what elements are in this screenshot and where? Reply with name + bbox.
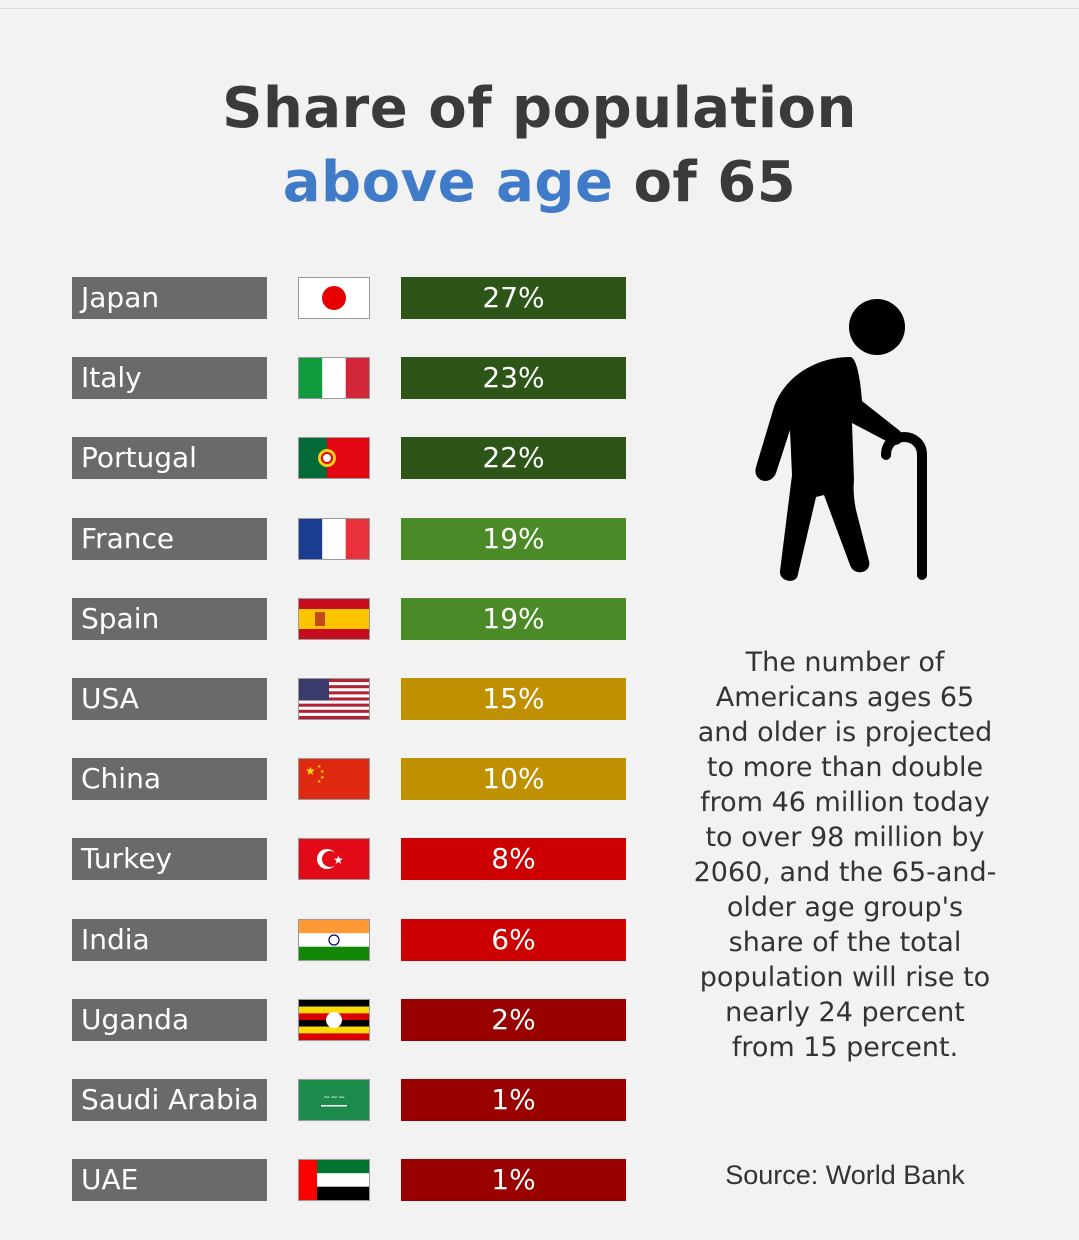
top-divider	[0, 8, 1079, 9]
table-row: China ★ ★ ★ ★ ★ 10%	[0, 758, 700, 800]
table-row: Portugal 22%	[0, 437, 700, 479]
flag-uganda-icon	[298, 999, 370, 1041]
value-bar: 19%	[401, 518, 626, 560]
flag-spain-icon	[298, 598, 370, 640]
chart-title-rest: of 65	[633, 150, 797, 215]
country-name: China	[72, 758, 267, 800]
svg-text:~~~: ~~~	[323, 1093, 346, 1103]
source-text: Source: World Bank	[725, 1160, 965, 1190]
table-row: India 6%	[0, 919, 700, 961]
flag-china-icon: ★ ★ ★ ★ ★	[298, 758, 370, 800]
svg-text:★: ★	[320, 769, 325, 775]
svg-text:★: ★	[320, 775, 325, 781]
flag-saudi-arabia-icon: ~~~	[298, 1079, 370, 1121]
country-name: India	[72, 919, 267, 961]
value-bar: 2%	[401, 999, 626, 1041]
svg-text:★: ★	[333, 853, 344, 867]
country-name: Portugal	[72, 437, 267, 479]
country-name: UAE	[72, 1159, 267, 1201]
elderly-person-with-cane-icon	[755, 299, 927, 581]
svg-text:★: ★	[317, 779, 322, 785]
value-bar: 6%	[401, 919, 626, 961]
table-row: Turkey ★ 8%	[0, 838, 700, 880]
flag-france-icon	[298, 518, 370, 560]
value-bar: 23%	[401, 357, 626, 399]
table-row: Japan 27%	[0, 277, 700, 319]
table-row: UAE 1%	[0, 1159, 700, 1201]
table-row: Uganda 2%	[0, 999, 700, 1041]
value-bar: 22%	[401, 437, 626, 479]
flag-turkey-icon: ★	[298, 838, 370, 880]
chart-title-line2: above age of 65	[0, 150, 1079, 215]
value-bar: 15%	[401, 678, 626, 720]
value-bar: 27%	[401, 277, 626, 319]
flag-uae-icon	[298, 1159, 370, 1201]
flag-usa-icon	[298, 678, 370, 720]
table-row: Saudi Arabia ~~~ 1%	[0, 1079, 700, 1121]
value-bar: 1%	[401, 1159, 626, 1201]
value-bar: 1%	[401, 1079, 626, 1121]
flag-italy-icon	[298, 357, 370, 399]
table-row: Spain 19%	[0, 598, 700, 640]
svg-text:★: ★	[317, 764, 322, 770]
svg-text:★: ★	[305, 764, 316, 778]
description-text: The number of Americans ages 65 and olde…	[693, 647, 997, 1063]
country-name: Spain	[72, 598, 267, 640]
chart-title-highlight: above age	[282, 150, 614, 215]
country-name: France	[72, 518, 267, 560]
value-bar: 19%	[401, 598, 626, 640]
country-name: Saudi Arabia	[72, 1079, 267, 1121]
table-row: France 19%	[0, 518, 700, 560]
country-name: Turkey	[72, 838, 267, 880]
value-bar: 10%	[401, 758, 626, 800]
table-row: Italy 23%	[0, 357, 700, 399]
table-row: USA 15%	[0, 678, 700, 720]
country-name: Japan	[72, 277, 267, 319]
country-name: USA	[72, 678, 267, 720]
chart-title-line1: Share of population	[222, 76, 857, 141]
country-name: Uganda	[72, 999, 267, 1041]
value-bar: 8%	[401, 838, 626, 880]
flag-india-icon	[298, 919, 370, 961]
flag-portugal-icon	[298, 437, 370, 479]
country-name: Italy	[72, 357, 267, 399]
flag-japan-icon	[298, 277, 370, 319]
